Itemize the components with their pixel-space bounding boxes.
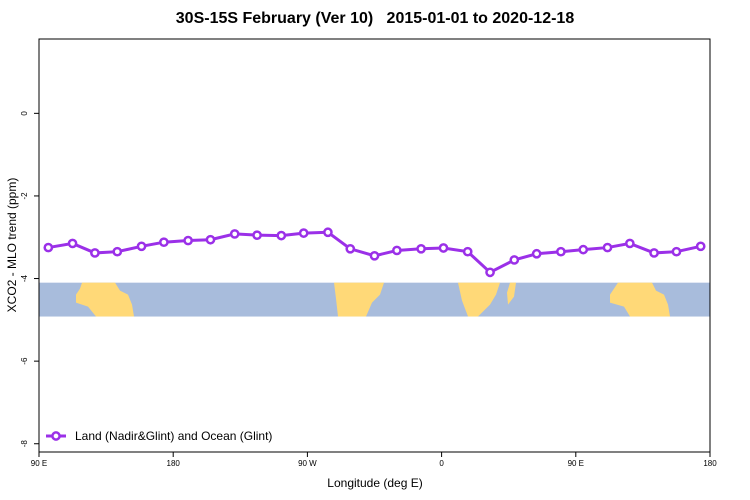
series-layer — [43, 227, 706, 278]
x-axis-label: Longitude (deg E) — [327, 476, 423, 490]
x-tick-label: 180 — [703, 459, 717, 468]
data-point — [183, 235, 193, 246]
data-point — [67, 238, 78, 249]
data-point — [602, 242, 613, 253]
land-madagascar — [507, 282, 516, 305]
data-point — [252, 230, 262, 241]
y-tick-label: 0 — [20, 111, 29, 116]
data-point — [345, 243, 356, 254]
y-tick-label: -8 — [20, 440, 29, 448]
x-tick-label: 180 — [167, 459, 181, 468]
data-point — [43, 242, 54, 253]
axes: 90 E 180 90 W 0 90 E 180 0 -2 -4 -6 -8 — [20, 38, 717, 468]
y-tick-label: -2 — [20, 192, 29, 200]
data-point — [531, 248, 542, 259]
land-australia — [76, 282, 134, 317]
data-point — [695, 241, 706, 252]
land-africa — [458, 282, 500, 317]
legend-marker — [51, 431, 61, 441]
map-band — [39, 282, 710, 317]
x-tick-label: 90 E — [568, 459, 584, 468]
data-point — [485, 267, 495, 278]
data-point — [671, 246, 682, 257]
data-point — [136, 241, 147, 252]
data-point — [298, 228, 309, 238]
data-point — [625, 238, 635, 249]
legend: Land (Nadir&Glint) and Ocean (Glint) — [46, 429, 272, 443]
data-point — [323, 227, 333, 238]
plot-frame — [38, 38, 711, 453]
land-south-america — [334, 282, 384, 317]
data-point — [369, 250, 380, 261]
data-point — [229, 229, 240, 239]
data-point — [392, 245, 402, 256]
data-point — [438, 243, 449, 253]
chart-title: 30S-15S February (Ver 10) 2015-01-01 to … — [175, 10, 575, 27]
x-tick-label: 0 — [439, 459, 444, 468]
x-tick-label: 90 W — [298, 459, 317, 468]
data-point — [462, 246, 473, 257]
y-tick-label: -4 — [20, 274, 29, 282]
data-point — [276, 230, 287, 241]
data-point — [556, 246, 566, 257]
data-point — [578, 244, 589, 255]
y-tick-label: -6 — [20, 357, 29, 365]
data-point — [509, 255, 520, 265]
legend-label: Land (Nadir&Glint) and Ocean (Glint) — [75, 429, 272, 443]
data-point — [649, 248, 659, 258]
x-tick-label: 90 E — [31, 459, 47, 468]
data-point — [159, 237, 169, 248]
data-point — [112, 246, 123, 257]
data-point — [205, 234, 216, 245]
land-australia-repeat — [610, 282, 670, 317]
data-point — [416, 243, 426, 254]
data-point — [90, 248, 100, 258]
